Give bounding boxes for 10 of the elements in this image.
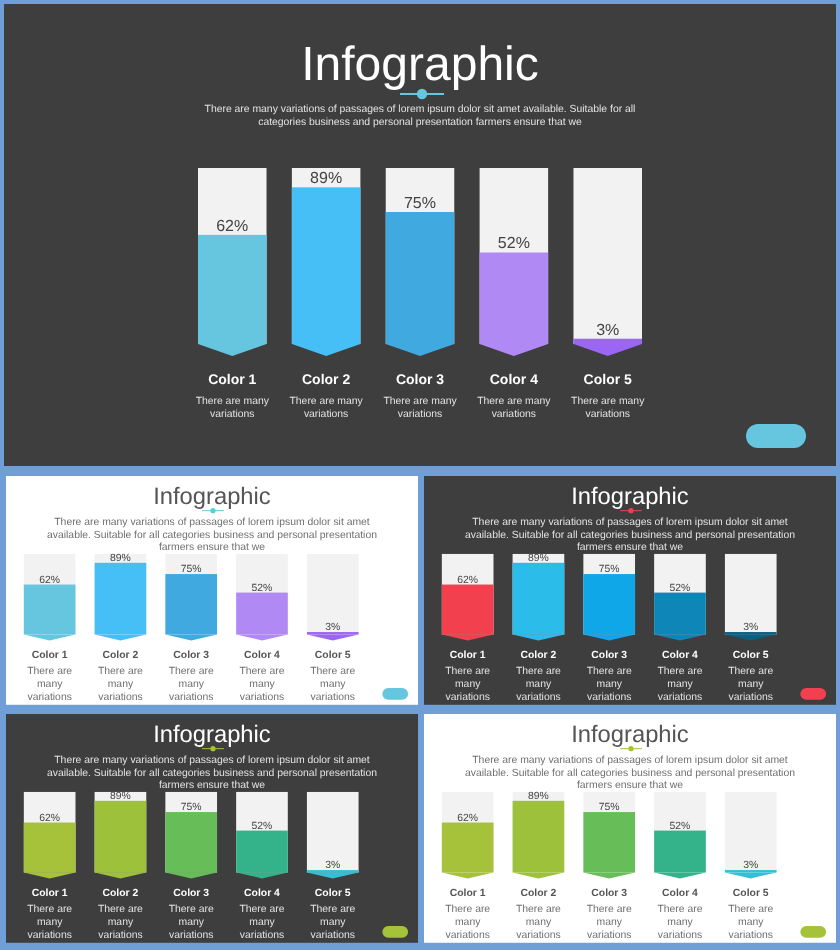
- data-label: 3%: [596, 320, 620, 339]
- chart-title: Infographic: [571, 719, 689, 748]
- data-label: 75%: [403, 194, 437, 212]
- chart-title: Infographic: [571, 481, 689, 510]
- data-label: 62%: [216, 216, 249, 235]
- data-label: 89%: [310, 169, 343, 188]
- chart-title: Infographic: [153, 719, 271, 748]
- data-label: 52%: [497, 234, 530, 253]
- chart-title: Infographic: [153, 481, 271, 510]
- chart-title: Infographic: [301, 38, 539, 92]
